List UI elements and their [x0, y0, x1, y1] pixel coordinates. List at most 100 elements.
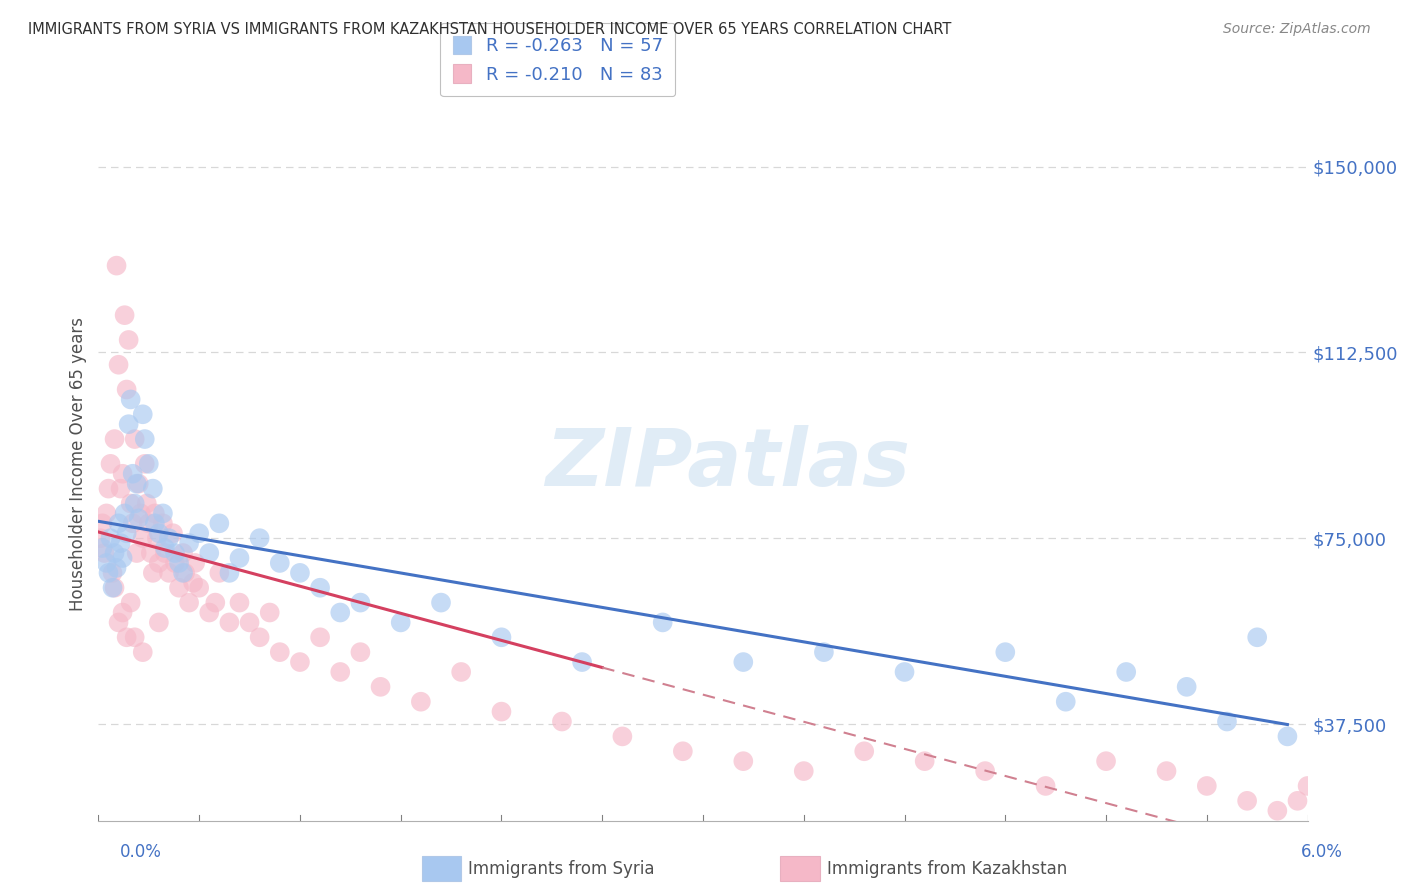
Point [1035, 779, 1057, 793]
Point [143, 516, 166, 531]
Point [1277, 730, 1299, 744]
Point [146, 531, 169, 545]
Point [239, 615, 262, 630]
Point [132, 531, 155, 545]
Point [208, 516, 231, 531]
Point [118, 333, 141, 347]
Text: IMMIGRANTS FROM SYRIA VS IMMIGRANTS FROM KAZAKHSTAN HOUSEHOLDER INCOME OVER 65 Y: IMMIGRANTS FROM SYRIA VS IMMIGRANTS FROM… [28, 22, 952, 37]
Point [914, 754, 936, 768]
Point [370, 680, 392, 694]
Point [1175, 680, 1198, 694]
Point [450, 665, 472, 679]
Point [101, 581, 124, 595]
Point [491, 630, 513, 644]
Point [143, 507, 166, 521]
Point [179, 596, 201, 610]
Point [107, 615, 129, 630]
Point [172, 546, 194, 560]
Point [269, 556, 291, 570]
Point [198, 606, 221, 620]
Point [167, 556, 190, 570]
Point [409, 695, 432, 709]
Point [179, 536, 201, 550]
Point [188, 526, 211, 541]
Point [107, 516, 129, 531]
Point [100, 531, 122, 545]
Point [132, 645, 155, 659]
Point [389, 615, 412, 630]
Point [551, 714, 574, 729]
Point [491, 705, 513, 719]
Point [163, 546, 186, 560]
Point [651, 615, 673, 630]
Text: Immigrants from Syria: Immigrants from Syria [468, 860, 655, 878]
Text: Immigrants from Kazakhstan: Immigrants from Kazakhstan [827, 860, 1067, 878]
Point [96, 507, 118, 521]
Point [430, 596, 453, 610]
Point [142, 566, 165, 580]
Point [269, 645, 291, 659]
Point [134, 457, 156, 471]
Point [162, 526, 184, 541]
Point [228, 596, 250, 610]
Point [120, 596, 142, 610]
Point [813, 645, 835, 659]
Point [1246, 630, 1268, 644]
Point [114, 507, 136, 521]
Point [349, 645, 371, 659]
Point [1286, 794, 1309, 808]
Point [118, 417, 141, 432]
Text: ZIPatlas: ZIPatlas [544, 425, 910, 503]
Point [974, 764, 997, 778]
Point [93, 546, 115, 560]
Point [181, 575, 204, 590]
Point [128, 476, 150, 491]
Point [91, 541, 114, 555]
Point [129, 507, 152, 521]
Point [152, 516, 174, 531]
Point [1195, 779, 1218, 793]
Point [218, 566, 240, 580]
Point [349, 596, 371, 610]
Point [733, 754, 755, 768]
Point [107, 358, 129, 372]
Point [153, 546, 176, 560]
Text: 6.0%: 6.0% [1301, 843, 1343, 861]
Point [111, 467, 134, 481]
Point [1236, 794, 1258, 808]
Text: Source: ZipAtlas.com: Source: ZipAtlas.com [1223, 22, 1371, 37]
Point [259, 606, 281, 620]
Point [309, 630, 332, 644]
Text: 0.0%: 0.0% [120, 843, 162, 861]
Point [249, 531, 271, 545]
Point [153, 541, 176, 555]
Point [1156, 764, 1178, 778]
Point [115, 383, 138, 397]
Point [1054, 695, 1077, 709]
Point [97, 566, 120, 580]
Point [138, 516, 160, 531]
Point [121, 516, 143, 531]
Point [96, 556, 118, 570]
Point [115, 630, 138, 644]
Point [105, 259, 128, 273]
Point [288, 655, 311, 669]
Point [152, 507, 174, 521]
Point [110, 482, 132, 496]
Point [142, 482, 165, 496]
Point [733, 655, 755, 669]
Point [571, 655, 593, 669]
Point [157, 531, 180, 545]
Point [148, 615, 170, 630]
Point [139, 546, 162, 560]
Point [97, 482, 120, 496]
Point [172, 566, 194, 580]
Point [329, 606, 352, 620]
Point [135, 496, 157, 510]
Point [111, 606, 134, 620]
Point [103, 546, 125, 560]
Point [132, 407, 155, 421]
Point [89, 531, 111, 545]
Point [218, 615, 240, 630]
Point [208, 566, 231, 580]
